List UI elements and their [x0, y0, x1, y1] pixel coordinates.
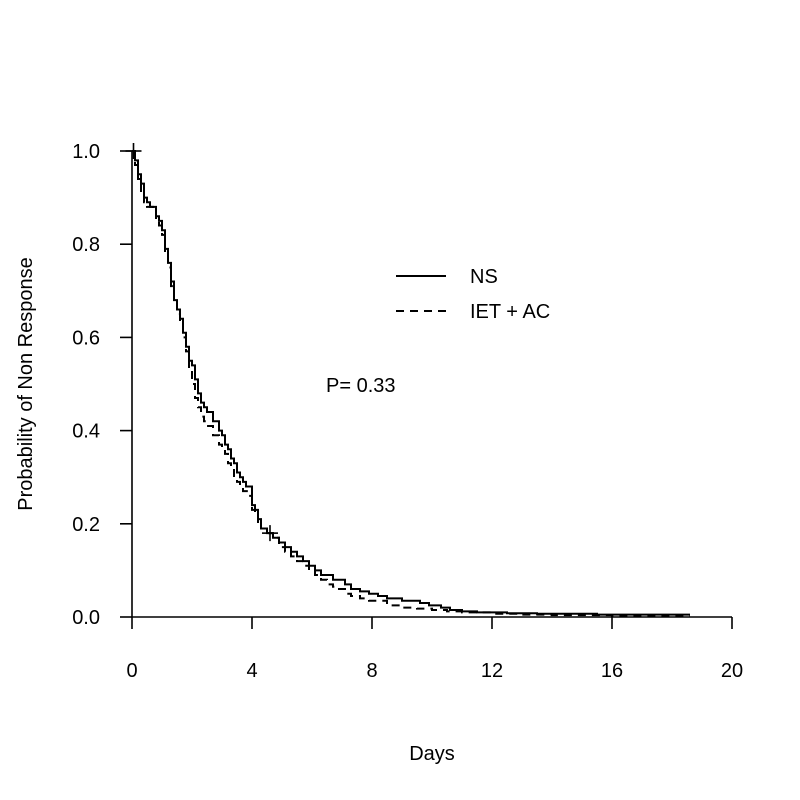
series-line-ns	[132, 150, 690, 616]
y-tick-label-0: 0.0	[72, 607, 100, 629]
legend-label-ns: NS	[470, 266, 498, 288]
series-group	[132, 150, 690, 617]
series-line-iet-ac	[132, 150, 690, 617]
censor-mark-1	[262, 525, 278, 542]
legend: NS IET + AC	[396, 266, 550, 323]
y-axis-title: Probability of Non Response	[15, 257, 37, 510]
p-value-annotation: P= 0.33	[326, 375, 396, 397]
x-tick-label-2: 8	[366, 660, 377, 682]
y-tick-label-2: 0.4	[72, 421, 100, 443]
x-axis-title: Days	[409, 743, 455, 765]
censor-mark-0	[125, 143, 142, 159]
y-axis-ticks: 0.0 0.2 0.4 0.6 0.8 1.0	[72, 141, 132, 629]
x-tick-label-3: 12	[481, 660, 503, 682]
x-tick-label-1: 4	[246, 660, 257, 682]
x-tick-label-4: 16	[601, 660, 623, 682]
x-tick-label-5: 20	[721, 660, 743, 682]
y-tick-label-3: 0.6	[72, 327, 100, 349]
legend-label-iet-ac: IET + AC	[470, 301, 550, 323]
x-axis-ticks: 0 4 8 12 16 20	[126, 617, 743, 682]
y-tick-label-1: 0.2	[72, 514, 100, 536]
x-tick-label-0: 0	[126, 660, 137, 682]
axes: 0 4 8 12 16 20 0.0 0.2 0.4 0.6 0.8 1.0	[72, 141, 743, 682]
y-tick-label-4: 0.8	[72, 234, 100, 256]
y-tick-label-5: 1.0	[72, 141, 100, 163]
censor-marks	[125, 143, 278, 542]
